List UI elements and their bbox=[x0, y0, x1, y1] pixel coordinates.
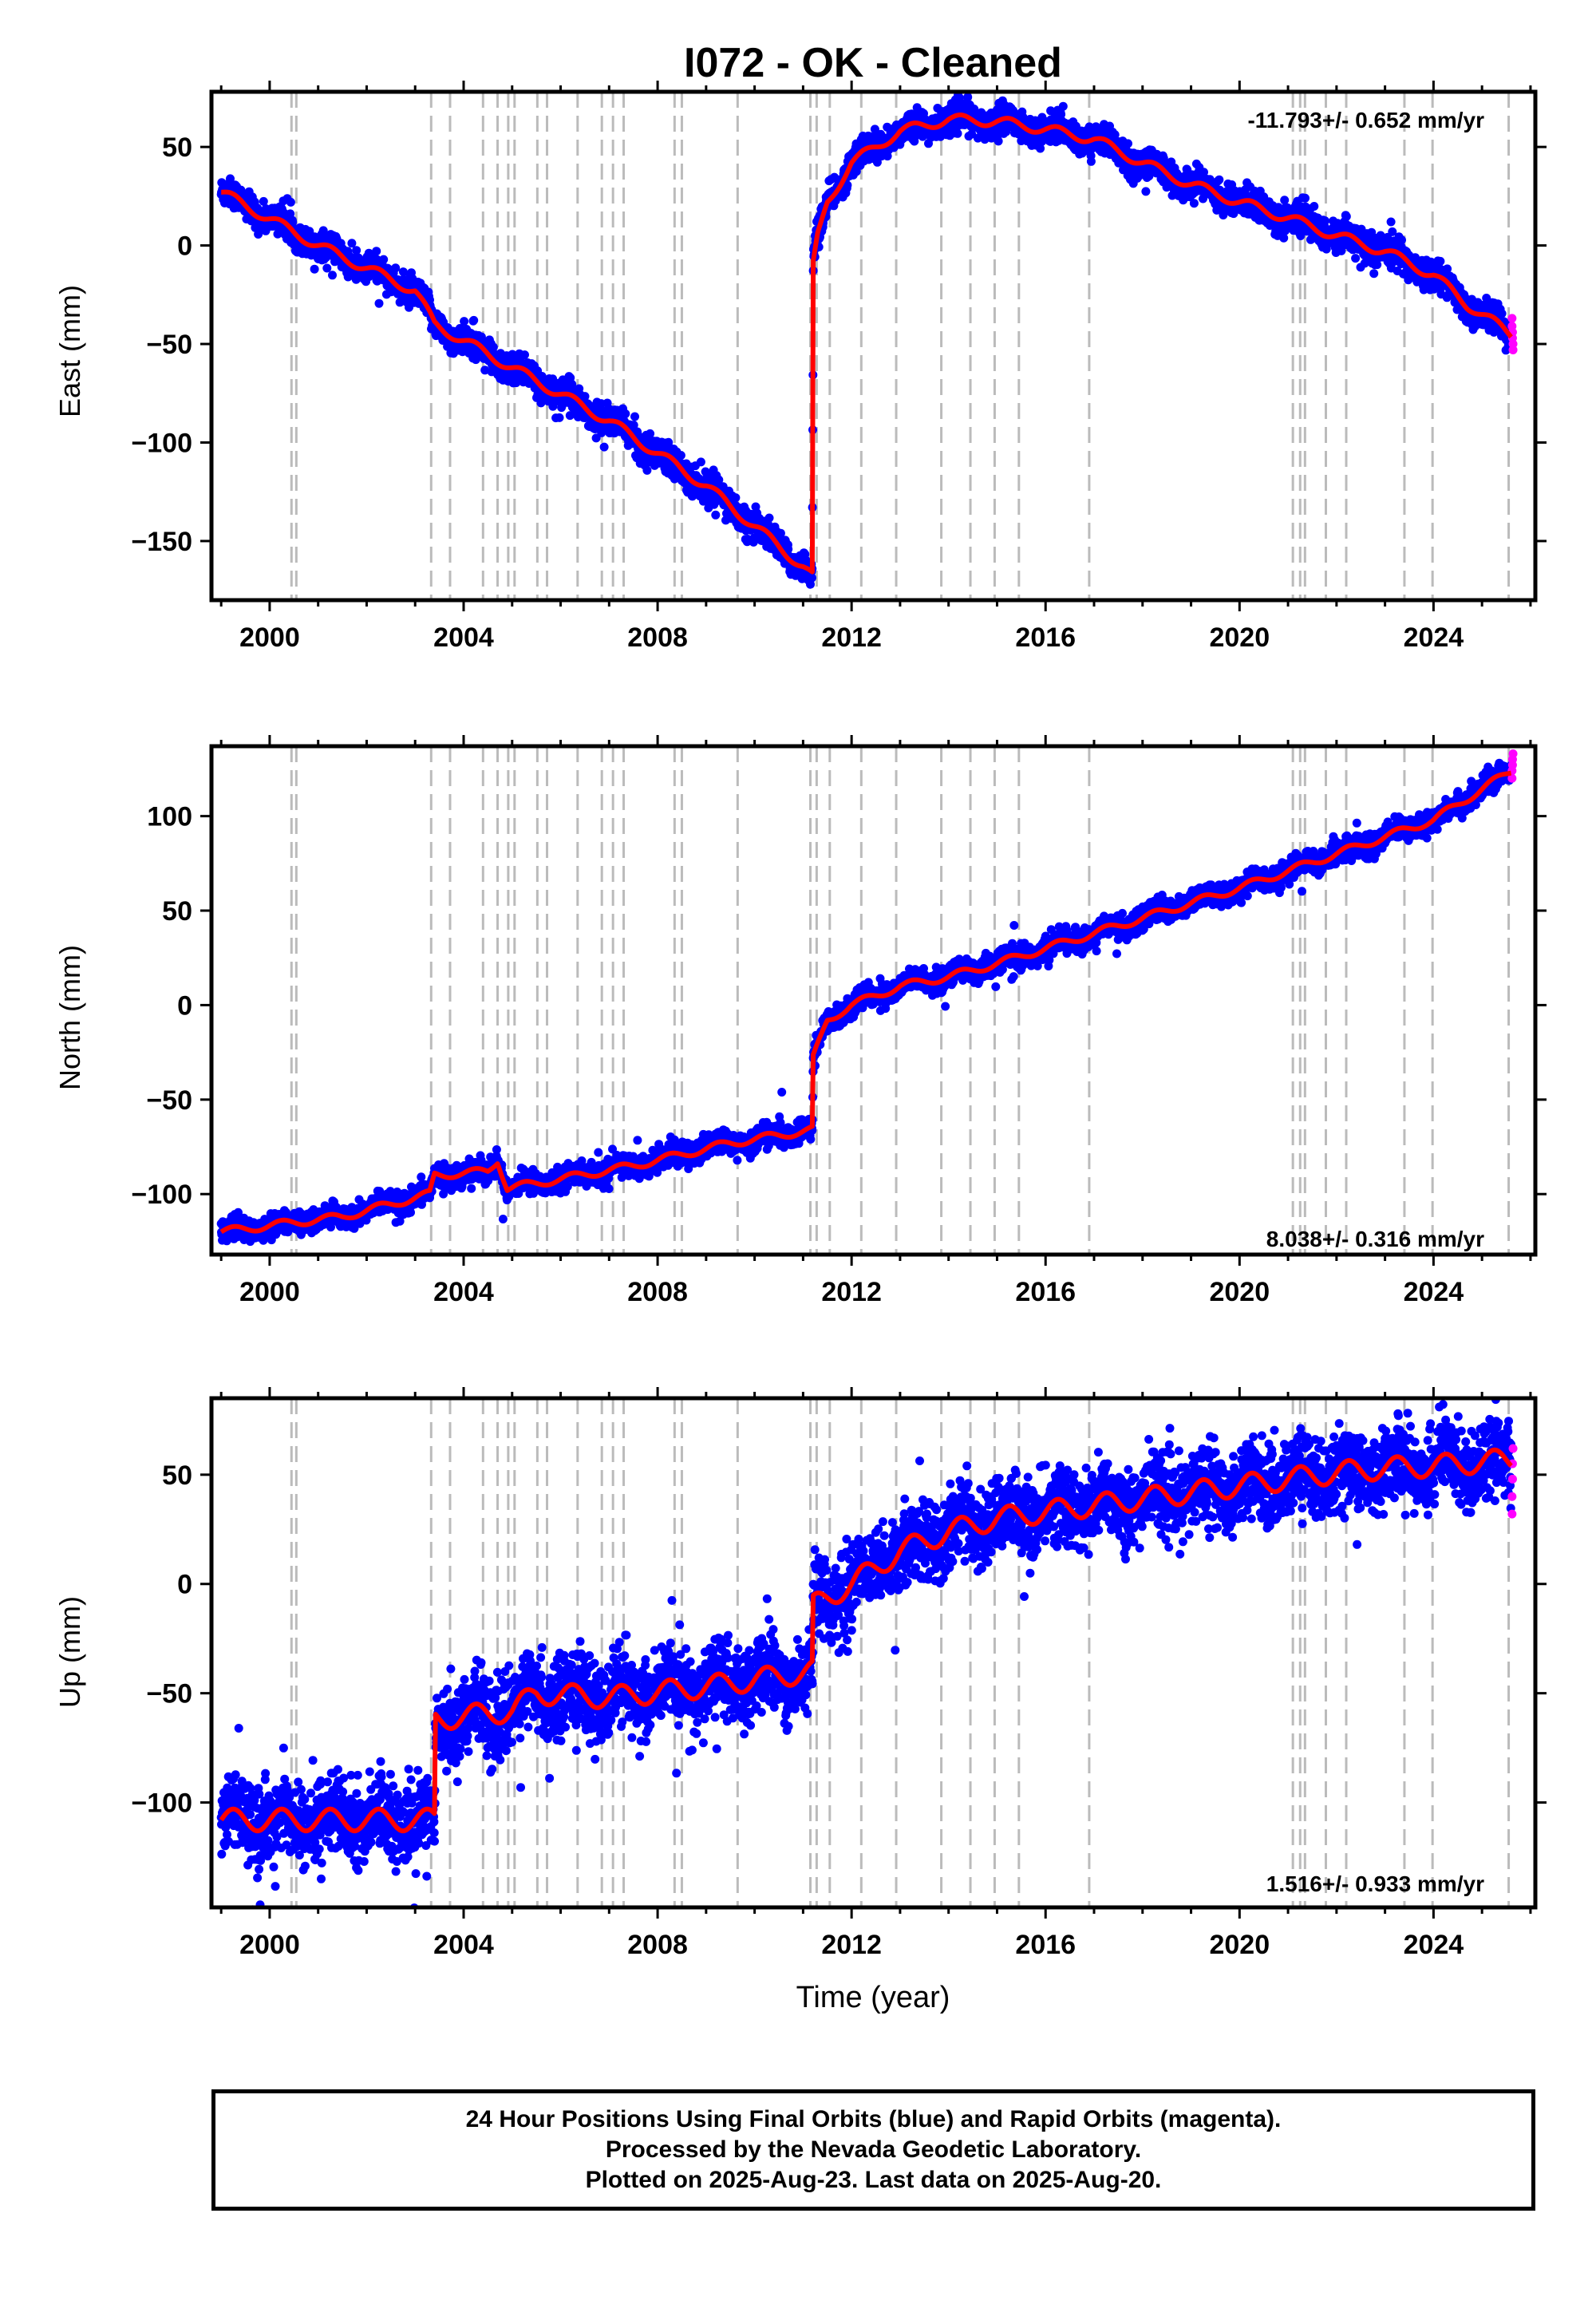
data-point bbox=[555, 413, 564, 422]
data-point bbox=[259, 196, 268, 206]
model-fit-line bbox=[219, 113, 1513, 575]
data-point bbox=[621, 409, 630, 418]
data-point bbox=[480, 366, 490, 375]
data-point bbox=[488, 342, 498, 352]
data-point bbox=[580, 392, 590, 401]
data-point bbox=[347, 239, 357, 248]
data-point bbox=[953, 128, 962, 138]
data-point bbox=[391, 263, 401, 273]
data-point bbox=[322, 263, 332, 273]
data-point bbox=[764, 513, 774, 523]
data-point bbox=[630, 412, 639, 421]
panel-frame bbox=[209, 89, 1538, 603]
data-point bbox=[1351, 254, 1361, 263]
data-point bbox=[1215, 175, 1224, 184]
data-point bbox=[374, 298, 384, 308]
data-point bbox=[352, 246, 361, 255]
data-point bbox=[328, 271, 337, 280]
data-point bbox=[599, 442, 609, 452]
data-point bbox=[1397, 235, 1406, 245]
x-tick-label: 2020 bbox=[1209, 622, 1270, 653]
x-tick-label: 2008 bbox=[627, 622, 688, 653]
data-point bbox=[676, 451, 685, 460]
data-point bbox=[226, 174, 235, 184]
data-point bbox=[1497, 309, 1507, 318]
y-tick-label: 50 bbox=[162, 132, 192, 163]
data-point bbox=[1280, 196, 1290, 205]
ylabel-east: East (mm) bbox=[53, 285, 86, 417]
data-point bbox=[372, 247, 381, 256]
data-point bbox=[567, 379, 577, 389]
plot-area-north bbox=[216, 746, 1518, 1255]
data-point bbox=[1086, 156, 1096, 166]
data-point bbox=[520, 350, 529, 360]
data-point bbox=[963, 93, 973, 102]
y-tick-label: −150 bbox=[131, 527, 192, 557]
data-point bbox=[379, 255, 389, 264]
data-point bbox=[1310, 202, 1319, 211]
data-point bbox=[310, 264, 319, 274]
plot-area-east bbox=[216, 92, 1518, 600]
data-point bbox=[696, 457, 705, 467]
data-point bbox=[646, 429, 655, 438]
y-tick-label: 0 bbox=[177, 231, 192, 262]
rapid-orbit-point bbox=[1507, 314, 1517, 323]
data-point bbox=[1386, 217, 1396, 227]
x-tick-label: 2024 bbox=[1404, 622, 1464, 653]
data-point bbox=[629, 421, 638, 430]
data-point bbox=[711, 510, 721, 520]
data-point bbox=[398, 267, 408, 277]
data-point bbox=[286, 197, 295, 207]
data-point bbox=[808, 573, 816, 583]
data-point bbox=[1124, 139, 1132, 148]
rapid-orbit-point bbox=[1508, 345, 1518, 354]
data-point bbox=[1301, 193, 1310, 203]
x-tick-label: 2004 bbox=[433, 622, 494, 653]
rate-label-east: -11.793+/- 0.652 mm/yr bbox=[1247, 108, 1484, 132]
x-tick-label: 2012 bbox=[821, 622, 882, 653]
y-tick-label: −50 bbox=[146, 330, 192, 360]
data-point bbox=[1141, 187, 1151, 196]
data-point bbox=[460, 317, 469, 326]
y-tick-label: −100 bbox=[131, 428, 192, 458]
x-tick-label: 2016 bbox=[1015, 622, 1076, 653]
figure-title: I072 - OK - Cleaned bbox=[684, 40, 1062, 86]
panel-east: East (mm) -11.793+/- 0.652 mm/yr 2000 200… bbox=[53, 81, 1547, 653]
data-point bbox=[1321, 216, 1329, 226]
final-orbit-points-east bbox=[216, 92, 1515, 589]
data-point bbox=[1436, 256, 1445, 266]
data-point bbox=[1341, 211, 1351, 221]
data-point bbox=[591, 433, 601, 443]
data-point bbox=[469, 315, 479, 325]
data-point bbox=[1369, 269, 1379, 279]
panel-north: North (mm) 8.038+/- 0.316 mm/yr 2000 2004… bbox=[53, 735, 1547, 1307]
data-point bbox=[994, 136, 1003, 146]
data-point bbox=[288, 217, 298, 227]
data-point bbox=[1279, 233, 1289, 243]
data-point bbox=[1058, 101, 1068, 111]
data-point bbox=[1189, 199, 1199, 208]
x-tick-label: 2000 bbox=[239, 622, 300, 653]
data-point bbox=[731, 493, 741, 503]
data-point bbox=[642, 465, 652, 475]
